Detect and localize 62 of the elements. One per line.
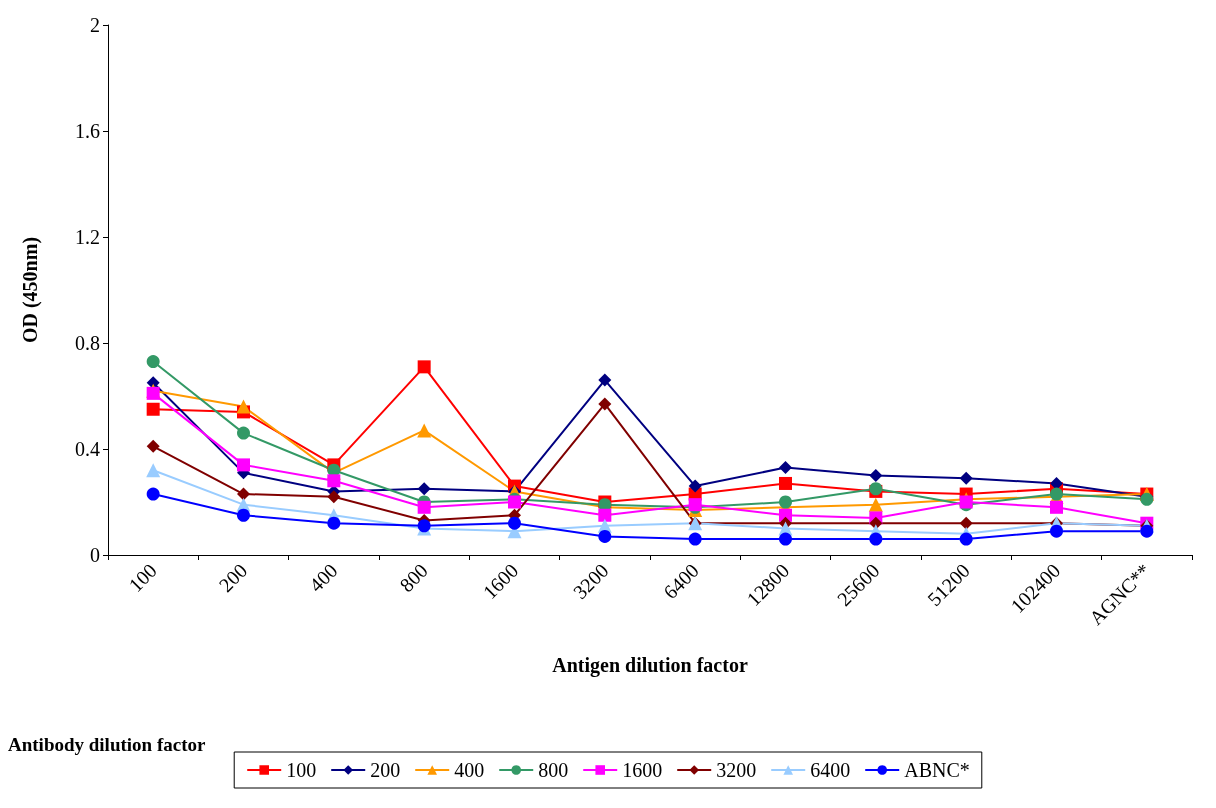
point bbox=[327, 474, 341, 488]
y-tick-label: 0.8 bbox=[75, 332, 100, 354]
point bbox=[417, 482, 431, 496]
point bbox=[779, 532, 792, 546]
legend-label: ABNC* bbox=[904, 759, 970, 781]
point bbox=[959, 532, 973, 546]
point bbox=[779, 495, 792, 509]
point bbox=[146, 402, 160, 416]
point bbox=[598, 373, 612, 387]
point bbox=[146, 355, 160, 369]
x-tick-label: 6400 bbox=[659, 559, 703, 604]
point bbox=[237, 487, 250, 501]
x-tick-label: 100 bbox=[124, 559, 161, 596]
legend-label: 400 bbox=[454, 759, 485, 781]
legend-label: 3200 bbox=[716, 759, 757, 781]
y-tick-label: 0 bbox=[90, 544, 100, 566]
point bbox=[1140, 524, 1154, 538]
y-tick-label: 1.2 bbox=[75, 226, 100, 248]
legend-label: 6400 bbox=[810, 759, 851, 781]
point bbox=[146, 439, 160, 453]
legend-label: 200 bbox=[370, 759, 401, 781]
point bbox=[417, 423, 432, 438]
point bbox=[959, 471, 973, 485]
point bbox=[598, 397, 612, 411]
legend-label: 1600 bbox=[622, 759, 663, 781]
y-tick-label: 2 bbox=[90, 14, 100, 36]
x-tick-label: 400 bbox=[304, 559, 342, 596]
point bbox=[959, 516, 973, 530]
point bbox=[688, 532, 702, 546]
point bbox=[598, 508, 612, 522]
point bbox=[508, 516, 521, 530]
point bbox=[779, 461, 792, 475]
point bbox=[869, 469, 883, 482]
point bbox=[1050, 500, 1063, 514]
point bbox=[146, 463, 161, 478]
x-tick-label: 800 bbox=[395, 559, 432, 596]
legend-title: Antibody dilution factor bbox=[8, 734, 206, 755]
point bbox=[598, 529, 612, 543]
point bbox=[237, 458, 250, 472]
y-tick-label: 0.4 bbox=[75, 438, 100, 460]
point bbox=[1050, 476, 1063, 490]
point bbox=[327, 516, 341, 530]
point bbox=[417, 500, 431, 514]
point bbox=[868, 497, 883, 512]
point bbox=[417, 360, 431, 374]
point bbox=[237, 426, 250, 440]
point bbox=[688, 479, 702, 493]
x-tick-label: 3200 bbox=[568, 559, 613, 604]
point bbox=[869, 532, 883, 546]
legend-label: 100 bbox=[286, 759, 317, 781]
point bbox=[237, 508, 250, 522]
point bbox=[146, 487, 160, 501]
x-axis-title: Antigen dilution factor bbox=[552, 654, 748, 677]
x-tick-label: 200 bbox=[214, 559, 252, 596]
y-axis-title: OD (450nm) bbox=[19, 236, 42, 344]
point bbox=[779, 476, 792, 490]
point bbox=[327, 490, 341, 504]
y-tick-label: 1.6 bbox=[75, 120, 100, 142]
point bbox=[1050, 524, 1063, 538]
point bbox=[236, 399, 251, 414]
legend-label: 800 bbox=[538, 759, 569, 781]
x-tick-label: 1600 bbox=[478, 559, 523, 604]
